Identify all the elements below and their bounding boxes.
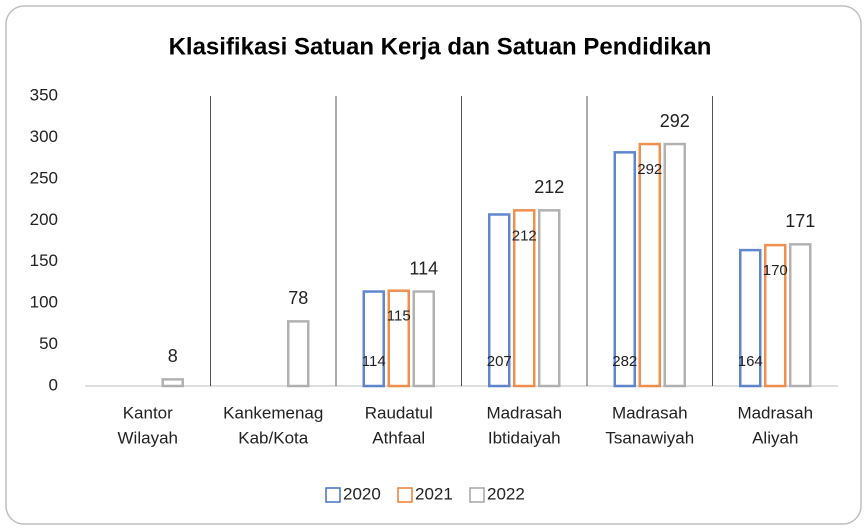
bar (412, 290, 435, 388)
data-label: 292 (637, 161, 662, 178)
bar (362, 290, 385, 388)
y-tick-label: 150 (30, 251, 58, 270)
chart-frame (5, 5, 862, 525)
x-tick-label: Kantor (123, 403, 173, 422)
y-tick-label: 200 (30, 210, 58, 229)
bar (387, 289, 410, 388)
y-tick-label: 300 (30, 127, 58, 146)
bar (287, 320, 310, 388)
y-tick-label: 100 (30, 293, 58, 312)
y-tick-label: 350 (30, 85, 58, 104)
bar (613, 151, 636, 388)
bar (739, 248, 762, 388)
x-tick-label: Tsanawiyah (605, 428, 694, 447)
x-tick-label: Raudatul (365, 403, 433, 422)
x-tick-label: Ibtidaiyah (488, 428, 561, 447)
x-tick-label: Wilayah (118, 428, 178, 447)
y-tick-label: 250 (30, 168, 58, 187)
y-tick-label: 50 (39, 334, 58, 353)
legend-label: 2022 (487, 484, 525, 503)
data-label: 170 (763, 262, 788, 279)
data-label: 292 (660, 111, 690, 131)
data-label: 212 (534, 177, 564, 197)
x-tick-label: Aliyah (752, 428, 798, 447)
x-tick-label: Athfaal (372, 428, 425, 447)
x-tick-label: Kab/Kota (238, 428, 308, 447)
legend-swatch (325, 487, 341, 503)
data-label: 212 (512, 227, 537, 244)
bar (764, 243, 787, 388)
data-label: 114 (409, 258, 438, 278)
x-tick-label: Kankemenag (223, 403, 323, 422)
data-label: 282 (612, 353, 637, 370)
bar (538, 209, 561, 388)
bar (161, 378, 184, 388)
legend-label: 2021 (415, 484, 453, 503)
bar (488, 213, 511, 388)
legend-swatch (469, 487, 485, 503)
legend-label: 2020 (343, 484, 381, 503)
x-tick-label: Madrasah (486, 403, 562, 422)
bar (638, 142, 661, 388)
data-label: 115 (387, 308, 411, 325)
data-label: 78 (288, 288, 308, 308)
data-label: 114 (362, 353, 386, 370)
data-label: 8 (168, 346, 178, 366)
bar (663, 142, 686, 388)
x-tick-label: Madrasah (737, 403, 813, 422)
data-label: 207 (487, 353, 512, 370)
y-tick-label: 0 (49, 375, 58, 394)
chart-title: Klasifikasi Satuan Kerja dan Satuan Pend… (169, 33, 712, 60)
x-tick-label: Madrasah (612, 403, 688, 422)
bar (789, 243, 812, 388)
legend-swatch (397, 487, 413, 503)
data-label: 164 (738, 353, 763, 370)
bar (513, 209, 536, 388)
data-label: 171 (785, 211, 815, 231)
